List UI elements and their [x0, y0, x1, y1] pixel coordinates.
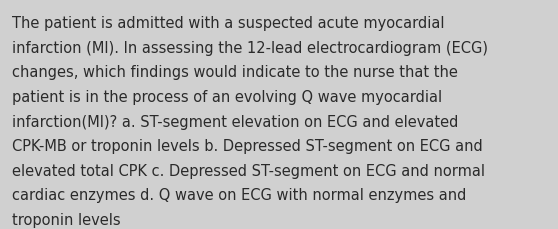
Text: elevated total CPK c. Depressed ST-segment on ECG and normal: elevated total CPK c. Depressed ST-segme…	[12, 163, 485, 178]
Text: infarction (MI). In assessing the 12-lead electrocardiogram (ECG): infarction (MI). In assessing the 12-lea…	[12, 41, 488, 55]
Text: CPK-MB or troponin levels b. Depressed ST-segment on ECG and: CPK-MB or troponin levels b. Depressed S…	[12, 139, 483, 153]
Text: troponin levels: troponin levels	[12, 212, 121, 227]
Text: The patient is admitted with a suspected acute myocardial: The patient is admitted with a suspected…	[12, 16, 445, 31]
Text: changes, which findings would indicate to the nurse that the: changes, which findings would indicate t…	[12, 65, 458, 80]
Text: patient is in the process of an evolving Q wave myocardial: patient is in the process of an evolving…	[12, 90, 442, 104]
Text: cardiac enzymes d. Q wave on ECG with normal enzymes and: cardiac enzymes d. Q wave on ECG with no…	[12, 188, 466, 202]
Text: infarction(MI)? a. ST-segment elevation on ECG and elevated: infarction(MI)? a. ST-segment elevation …	[12, 114, 459, 129]
